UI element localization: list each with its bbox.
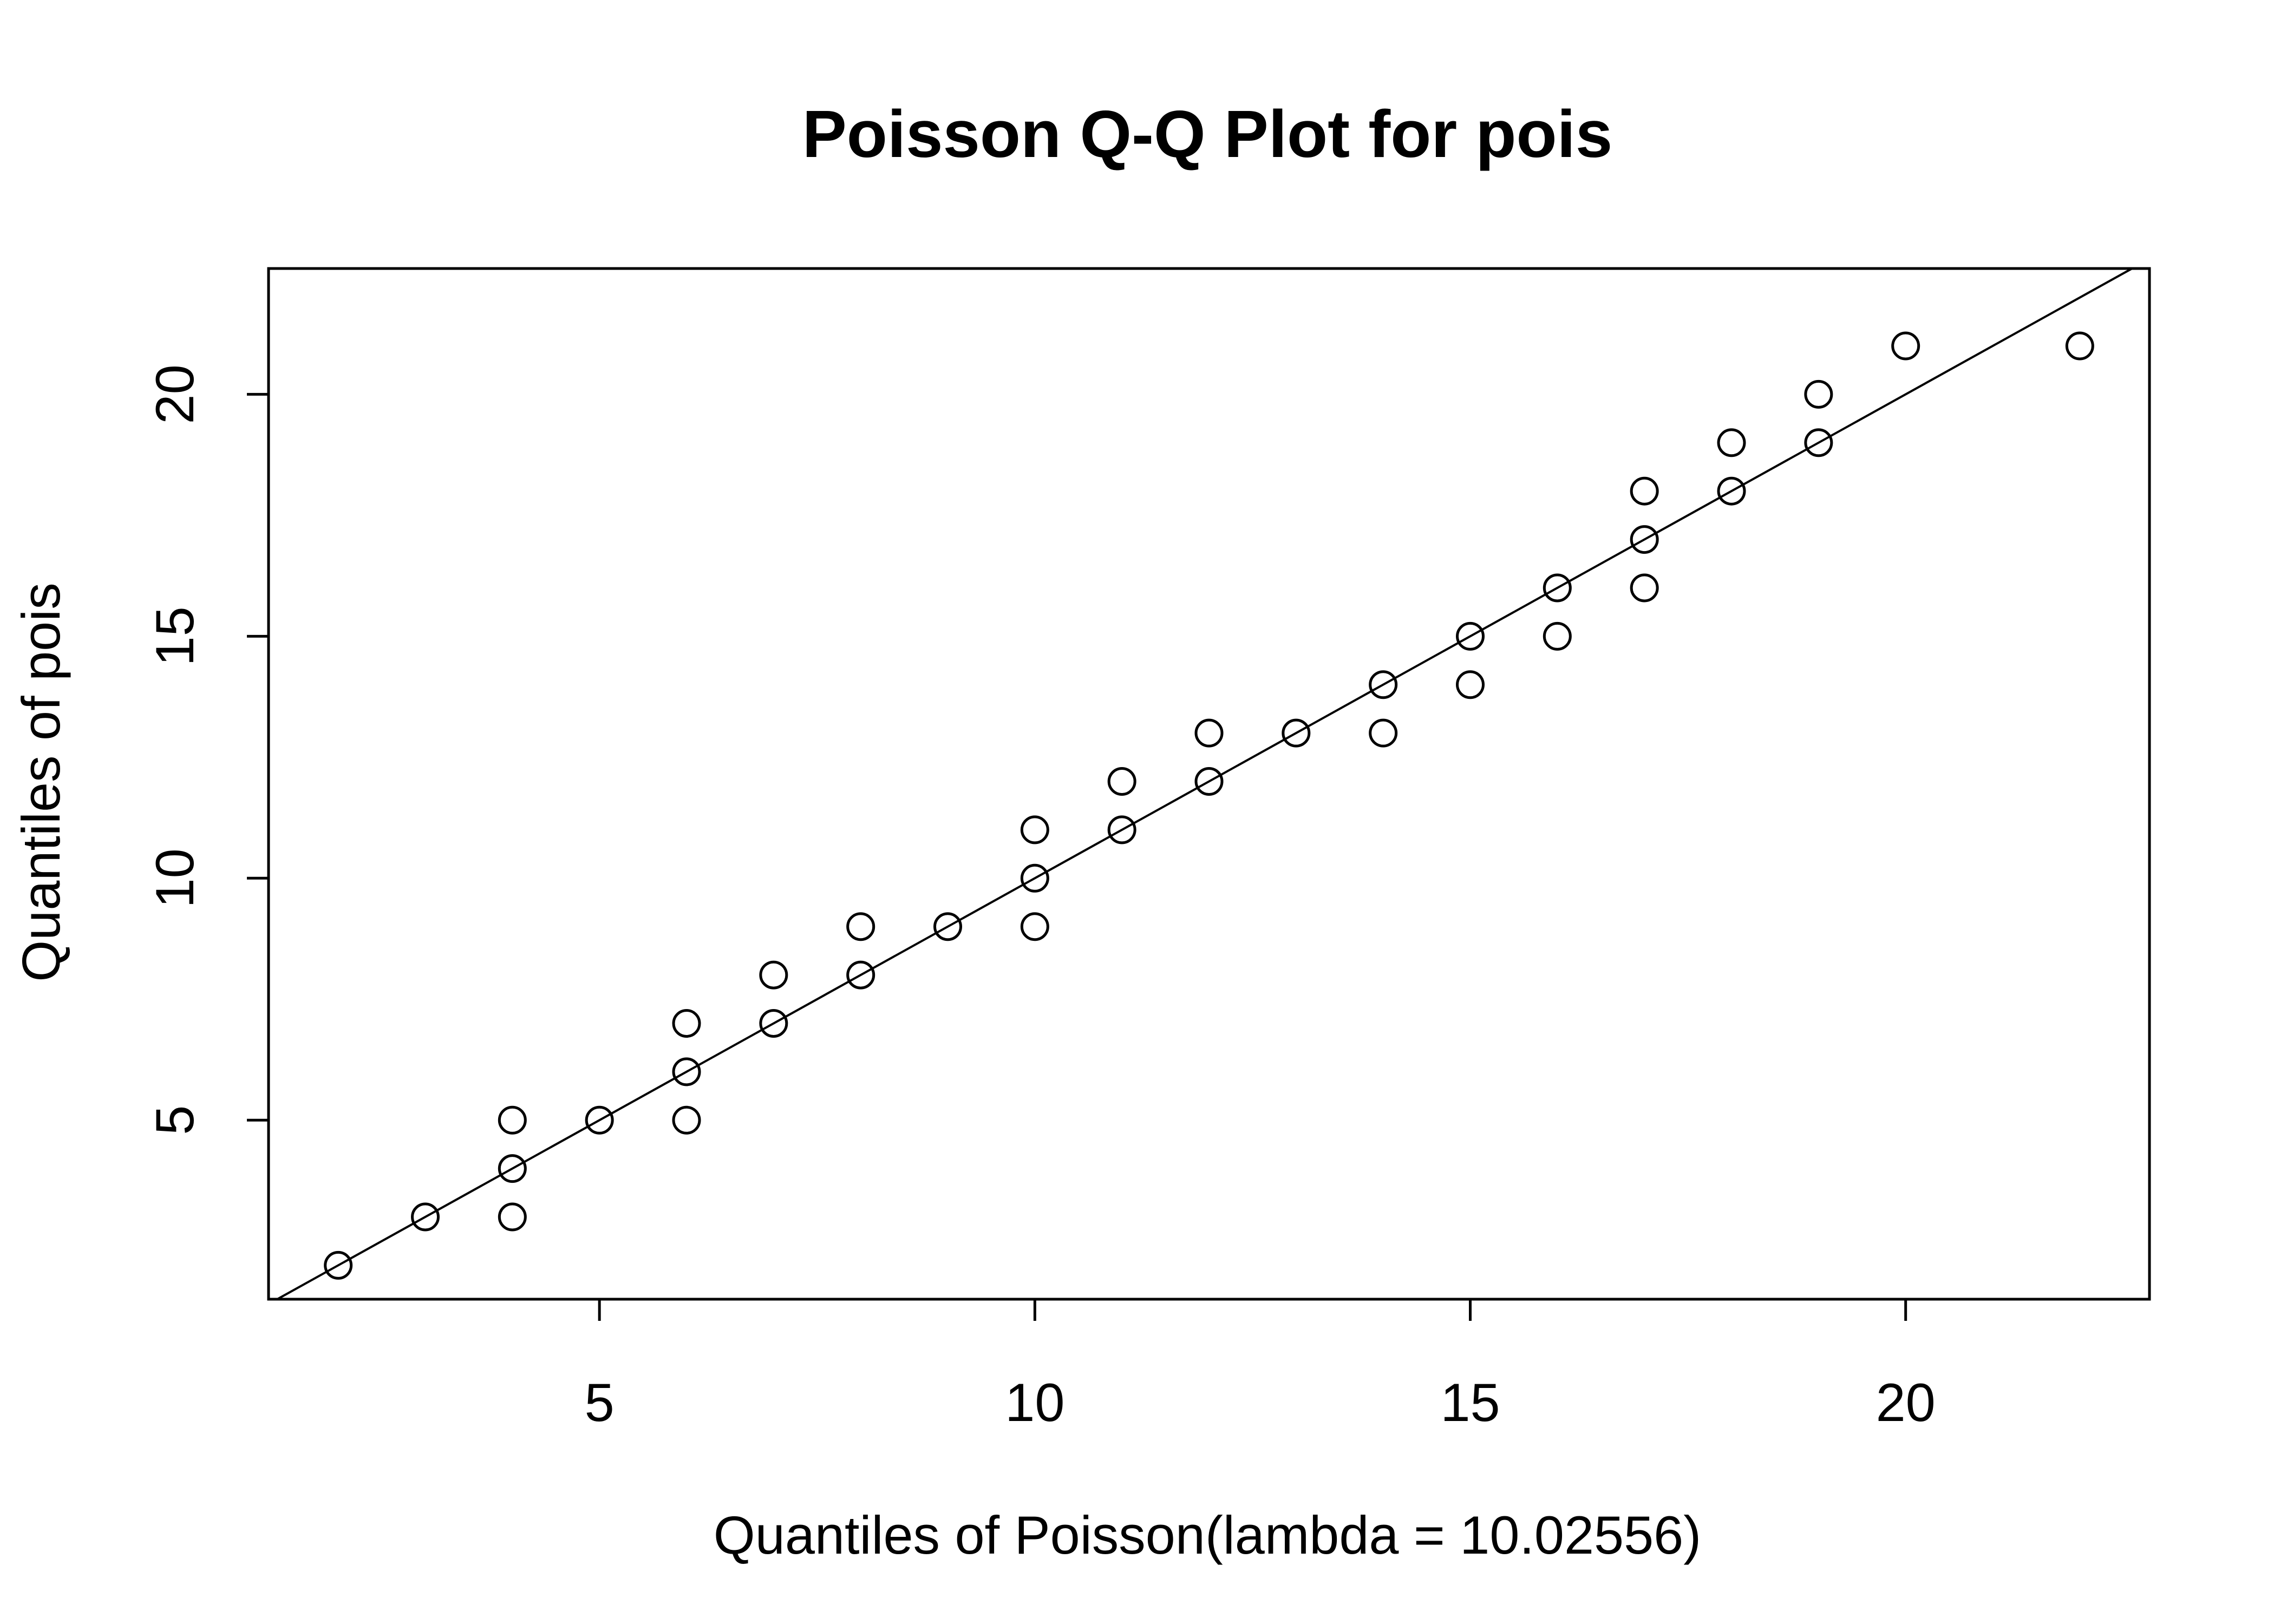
data-point <box>1804 379 1833 409</box>
y-tick-label: 5 <box>145 1105 205 1135</box>
data-point <box>1369 718 1398 748</box>
data-point <box>1891 331 1920 361</box>
x-tick-label: 20 <box>1876 1372 1936 1432</box>
data-point <box>1717 476 1746 506</box>
data-point <box>1630 476 1659 506</box>
y-tick-label: 20 <box>145 364 205 424</box>
data-point <box>324 1250 353 1280</box>
data-point <box>1107 815 1136 844</box>
data-point <box>1456 621 1485 651</box>
data-point <box>1020 815 1049 844</box>
data-point <box>759 1009 788 1038</box>
data-point <box>1804 428 1833 457</box>
data-point <box>498 1105 527 1135</box>
reference-line <box>277 267 2133 1300</box>
chart-title: Poisson Q-Q Plot for pois <box>802 97 1613 172</box>
data-point <box>1630 573 1659 603</box>
data-point <box>1717 428 1746 457</box>
data-point <box>1020 863 1049 893</box>
data-point <box>498 1202 527 1232</box>
plot-frame <box>267 267 2151 1301</box>
y-axis-label: Quantiles of pois <box>11 582 71 981</box>
y-tick-label: 10 <box>145 848 205 908</box>
data-point <box>672 1057 701 1086</box>
x-axis-label: Quantiles of Poisson(lambda = 10.02556) <box>714 1505 1701 1565</box>
data-point <box>1282 718 1311 748</box>
data-point <box>411 1202 440 1232</box>
data-point <box>1543 621 1572 651</box>
data-point <box>1630 525 1659 554</box>
data-point <box>846 960 875 990</box>
data-point <box>1543 573 1572 603</box>
data-point <box>585 1105 614 1135</box>
data-point <box>498 1154 527 1183</box>
data-point <box>933 912 962 941</box>
x-tick-label: 5 <box>585 1372 615 1432</box>
data-point <box>1194 767 1224 796</box>
data-point <box>1194 718 1224 748</box>
data-point <box>1107 767 1136 796</box>
data-point <box>672 1105 701 1135</box>
data-point <box>2065 331 2094 361</box>
data-point <box>1020 912 1049 941</box>
y-tick-label: 15 <box>145 606 205 666</box>
data-point <box>672 1009 701 1038</box>
data-point <box>846 912 875 941</box>
data-point <box>1456 670 1485 699</box>
x-tick-label: 15 <box>1440 1372 1500 1432</box>
data-point <box>1369 670 1398 699</box>
x-tick-label: 10 <box>1005 1372 1064 1432</box>
data-point <box>759 960 788 990</box>
